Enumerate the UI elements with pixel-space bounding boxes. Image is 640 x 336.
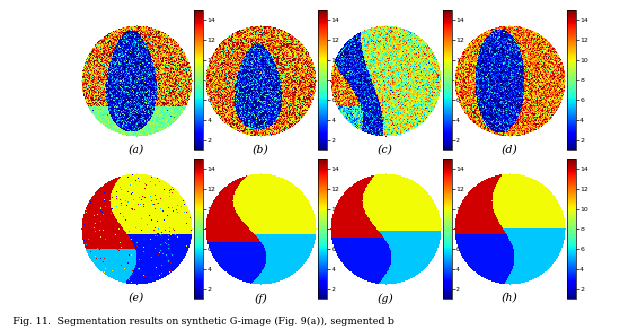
Text: Fig. 11.  Segmentation results on synthetic G-image (Fig. 9(a)), segmented b: Fig. 11. Segmentation results on synthet… xyxy=(13,317,394,326)
Text: (h): (h) xyxy=(501,293,517,303)
Text: (g): (g) xyxy=(377,293,393,304)
Text: (a): (a) xyxy=(129,144,144,155)
Text: (d): (d) xyxy=(501,144,517,155)
Text: (c): (c) xyxy=(378,144,392,155)
Text: (f): (f) xyxy=(254,293,267,304)
Text: (e): (e) xyxy=(129,293,144,303)
Text: (b): (b) xyxy=(253,144,269,155)
